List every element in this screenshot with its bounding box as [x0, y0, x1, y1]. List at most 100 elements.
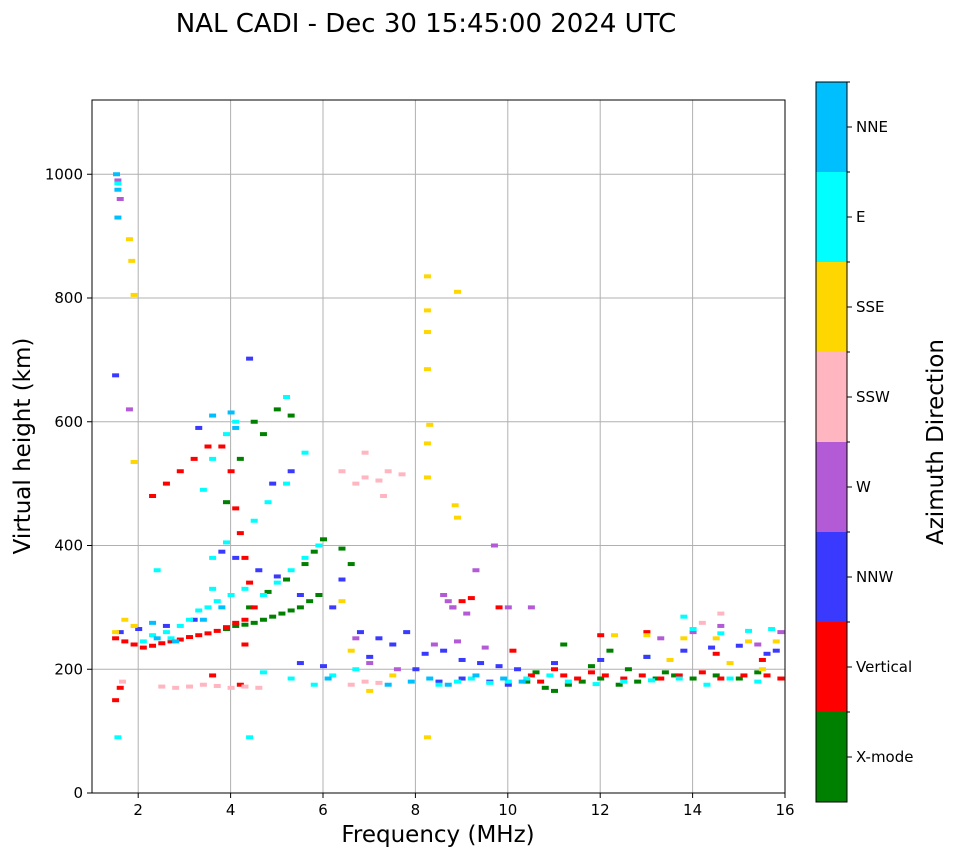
colorbar: X-mode Vertical NNW W SSW SSE E NNE	[815, 81, 913, 803]
data-point	[689, 627, 697, 632]
data-points	[112, 172, 785, 740]
data-point	[717, 676, 725, 681]
data-point	[453, 679, 461, 684]
data-point	[518, 679, 526, 684]
data-point	[158, 641, 166, 646]
data-point	[190, 617, 198, 622]
data-point	[112, 373, 120, 378]
data-point	[259, 432, 267, 437]
data-point	[139, 639, 147, 644]
data-point	[745, 628, 753, 633]
colorbar-tick-label: SSE	[856, 298, 885, 316]
data-point	[121, 639, 129, 644]
data-point	[500, 676, 508, 681]
data-point	[380, 494, 388, 498]
data-point	[112, 636, 120, 641]
data-point	[453, 639, 461, 644]
data-point	[435, 679, 443, 684]
data-point	[306, 599, 314, 604]
data-point	[486, 680, 494, 685]
data-point	[114, 181, 122, 186]
data-point	[423, 735, 431, 740]
data-point	[726, 661, 734, 666]
data-point	[601, 673, 609, 678]
data-point	[195, 425, 203, 430]
data-point	[375, 478, 383, 483]
data-point	[250, 518, 258, 523]
data-point	[269, 614, 277, 619]
data-point	[241, 617, 249, 622]
data-point	[227, 685, 235, 690]
data-point	[347, 682, 355, 687]
data-point	[250, 620, 258, 625]
data-point	[222, 500, 230, 505]
y-tick-label: 0	[73, 784, 83, 802]
data-point	[504, 682, 512, 687]
data-point	[352, 481, 360, 486]
data-point	[301, 562, 309, 567]
colorbar-label: Azimuth Direction	[923, 339, 949, 545]
data-point	[412, 667, 420, 672]
data-point	[453, 515, 461, 520]
data-point	[128, 258, 136, 263]
data-point	[643, 633, 651, 638]
data-point	[352, 667, 360, 672]
data-point	[222, 625, 230, 630]
data-point	[467, 596, 475, 601]
data-point	[259, 617, 267, 622]
data-point	[296, 661, 304, 666]
data-point	[283, 481, 291, 486]
data-point	[112, 630, 120, 635]
data-point	[745, 639, 753, 644]
colorbar-swatch	[816, 712, 847, 802]
data-point	[218, 444, 226, 449]
colorbar-swatch	[816, 82, 847, 172]
data-point	[514, 667, 522, 672]
data-point	[754, 679, 762, 684]
data-point	[320, 537, 327, 542]
data-point	[680, 636, 688, 641]
y-tick-label: 400	[54, 537, 83, 555]
x-tick-label: 10	[498, 801, 517, 819]
colorbar-swatch	[816, 622, 847, 712]
x-tick-label: 4	[226, 801, 236, 819]
data-point	[250, 419, 258, 424]
data-point	[735, 643, 743, 648]
data-point	[356, 630, 364, 635]
colorbar-tick-label: SSW	[856, 388, 890, 406]
data-point	[680, 614, 688, 619]
colorbar-swatch	[816, 352, 847, 442]
data-point	[421, 651, 429, 656]
data-point	[162, 623, 170, 628]
data-point	[236, 531, 244, 536]
data-point	[213, 599, 221, 604]
data-point	[527, 673, 535, 678]
x-tick-label: 12	[591, 801, 610, 819]
data-point	[149, 643, 157, 648]
data-point	[735, 676, 743, 681]
data-point	[204, 631, 212, 636]
data-point	[287, 676, 295, 681]
data-point	[643, 630, 651, 635]
data-point	[509, 648, 517, 653]
data-point	[287, 469, 295, 474]
data-point	[301, 555, 309, 560]
data-point	[116, 685, 124, 690]
data-point	[149, 494, 157, 498]
data-point	[315, 543, 323, 548]
data-point	[209, 673, 217, 678]
data-point	[717, 631, 725, 636]
data-point	[537, 679, 545, 684]
data-point	[287, 608, 295, 613]
data-point	[444, 599, 452, 604]
data-point	[172, 685, 180, 690]
data-point	[153, 568, 161, 573]
data-point	[338, 599, 346, 604]
data-point	[657, 676, 665, 681]
data-point	[116, 630, 124, 635]
data-point	[255, 685, 263, 690]
data-point	[199, 487, 207, 492]
data-point	[523, 679, 531, 684]
data-point	[648, 678, 656, 683]
data-point	[190, 456, 198, 461]
